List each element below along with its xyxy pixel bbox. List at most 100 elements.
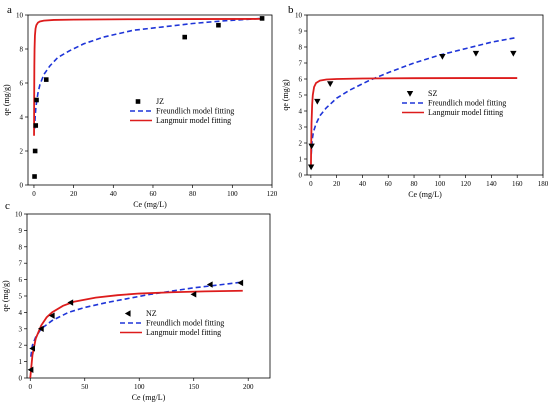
y-tick-label: 4 (19, 309, 23, 317)
y-tick-label: 2 (20, 148, 24, 156)
freundlich-fit-line (33, 17, 263, 129)
y-tick-label: 9 (299, 28, 303, 36)
x-tick-label: 40 (359, 180, 367, 188)
plot-frame (26, 213, 271, 379)
y-tick-label: 9 (19, 227, 23, 235)
legend-label: Freundlich model fitting (146, 319, 224, 328)
data-point (27, 366, 34, 373)
legend-marker (124, 310, 131, 317)
data-point (259, 16, 265, 21)
y-axis-label: qe (mg/g) (1, 280, 10, 312)
legend-label: SZ (428, 89, 437, 98)
data-point (34, 97, 39, 103)
legend-marker (406, 90, 414, 97)
x-tick-label: 120 (267, 190, 278, 198)
y-tick-label: 5 (299, 92, 303, 100)
y-tick-label: 2 (19, 342, 23, 350)
plot-area (27, 279, 244, 378)
y-tick-label: 7 (299, 60, 303, 68)
x-tick-label: 0 (309, 180, 313, 188)
x-tick-label: 200 (243, 383, 254, 391)
data-point (67, 299, 74, 306)
panel-label: b (288, 4, 294, 16)
plot-area (307, 36, 518, 171)
data-point (32, 148, 38, 154)
x-tick-label: 50 (81, 383, 89, 391)
data-point (216, 22, 221, 28)
y-tick-label: 4 (20, 114, 24, 122)
chart-panel-c: c 0 50 100 150 200 0 1 2 3 4 5 6 7 8 9 10 Ce (mg/L) qe (mg… (1, 200, 271, 402)
y-tick-label: 6 (299, 76, 303, 84)
plot-frame (306, 14, 544, 176)
freundlich-fit-line (310, 36, 518, 155)
x-axis-label: Ce (mg/L) (408, 190, 442, 199)
legend-label: Langmuir model fitting (156, 116, 231, 125)
data-point (237, 279, 244, 287)
y-tick-label: 0 (299, 172, 303, 180)
x-axis-label: Ce (mg/L) (132, 393, 166, 402)
y-tick-label: 10 (295, 12, 303, 20)
legend-label: Freundlich model fitting (428, 99, 506, 108)
x-tick-label: 80 (411, 180, 419, 188)
x-tick-label: 80 (189, 190, 197, 198)
data-point (190, 291, 197, 298)
data-point (314, 98, 321, 105)
langmuir-fit-line (29, 289, 243, 378)
y-tick-label: 2 (299, 140, 303, 148)
x-tick-label: 100 (227, 190, 238, 198)
freundlich-fit-line (30, 281, 243, 357)
y-axis-label: qe (mg/g) (2, 84, 11, 116)
y-tick-label: 10 (15, 211, 23, 219)
y-tick-label: 7 (19, 260, 23, 268)
legend-marker (135, 99, 141, 104)
data-point (43, 77, 49, 82)
data-point (48, 312, 55, 319)
x-tick-label: 100 (134, 383, 145, 391)
legend-label: NZ (146, 309, 157, 318)
x-tick-label: 120 (460, 180, 471, 188)
data-point (327, 81, 334, 87)
y-tick-label: 0 (19, 375, 23, 383)
plot-frame (27, 14, 273, 186)
langmuir-fit-line (310, 77, 518, 169)
y-tick-label: 3 (299, 124, 303, 132)
langmuir-fit-line (33, 18, 263, 136)
data-point (33, 123, 39, 128)
y-tick-label: 6 (20, 80, 24, 88)
x-tick-label: 40 (110, 190, 118, 198)
panel-label: a (7, 4, 12, 16)
data-point (307, 164, 315, 171)
x-tick-label: 0 (29, 383, 33, 391)
y-tick-label: 4 (299, 108, 303, 116)
y-tick-label: 8 (20, 46, 24, 54)
data-point (439, 54, 446, 60)
y-tick-label: 3 (19, 325, 23, 333)
data-point (37, 325, 44, 332)
plot-area (32, 16, 265, 179)
x-tick-label: 60 (385, 180, 393, 188)
data-point (29, 345, 36, 352)
legend-label: Langmuir model fitting (146, 328, 221, 337)
data-point (472, 50, 480, 57)
x-tick-label: 60 (149, 190, 157, 198)
x-tick-label: 20 (333, 180, 341, 188)
x-tick-label: 0 (32, 190, 36, 198)
y-tick-label: 1 (299, 156, 303, 164)
x-tick-label: 150 (188, 383, 199, 391)
chart-panel-a: a 0 20 40 60 80 100 120 0 2 4 6 8 10 Ce (mg/L) qe (mg/g… (2, 4, 278, 209)
y-tick-label: 0 (20, 182, 24, 190)
x-tick-label: 20 (70, 190, 78, 198)
y-tick-label: 10 (16, 12, 24, 20)
data-point (206, 281, 213, 288)
y-tick-label: 5 (19, 293, 23, 301)
x-tick-label: 140 (486, 180, 497, 188)
x-tick-label: 100 (435, 180, 446, 188)
data-point (510, 50, 517, 57)
legend-label: Freundlich model fitting (156, 107, 234, 116)
x-tick-label: 160 (512, 180, 523, 188)
y-tick-label: 8 (299, 44, 303, 52)
